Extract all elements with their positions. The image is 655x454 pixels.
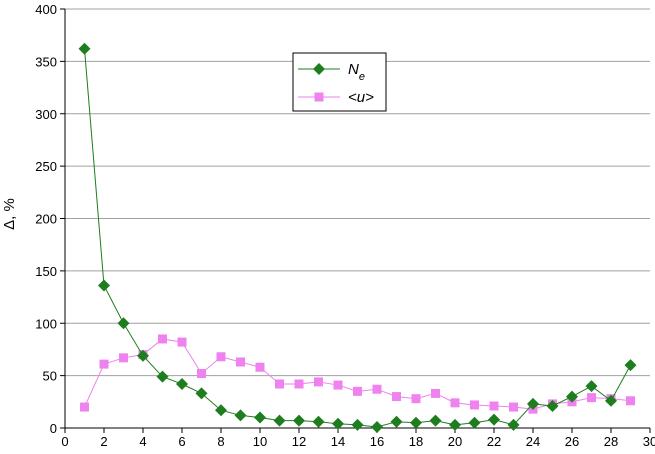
data-point: [585, 380, 598, 393]
x-tick-label: 8: [217, 434, 224, 449]
data-point: [158, 334, 167, 344]
data-point: [449, 418, 461, 431]
y-tick-label: 0: [50, 421, 57, 436]
y-tick-label: 400: [35, 2, 57, 17]
x-tick-label: 26: [565, 434, 579, 449]
data-point: [431, 388, 440, 398]
data-point: [390, 415, 403, 428]
data-point: [234, 409, 247, 422]
legend-item: <u>: [298, 89, 374, 106]
x-tick-label: 28: [604, 434, 618, 449]
series-line: [84, 338, 631, 410]
x-tick-label: 22: [487, 434, 501, 449]
data-point: [99, 359, 109, 369]
x-tick-label: 2: [100, 434, 107, 449]
data-point: [176, 378, 188, 391]
data-point: [351, 418, 364, 431]
x-tick-label: 20: [448, 434, 462, 449]
data-point: [236, 357, 245, 367]
data-point: [489, 401, 499, 411]
data-point: [314, 377, 323, 387]
data-point: [156, 370, 169, 383]
data-point: [275, 379, 284, 389]
y-tick-label: 50: [43, 369, 57, 384]
legend-marker: [313, 63, 325, 75]
data-point: [410, 416, 422, 429]
data-point: [470, 400, 479, 410]
x-tick-label: 30: [643, 434, 655, 449]
data-point: [255, 362, 265, 372]
y-tick-label: 150: [35, 264, 57, 279]
data-point: [509, 402, 518, 412]
x-tick-label: 4: [139, 434, 146, 449]
data-point: [626, 396, 635, 406]
x-tick-label: 18: [409, 434, 423, 449]
data-point: [411, 394, 421, 404]
y-tick-label: 250: [35, 159, 57, 174]
data-point: [587, 393, 596, 403]
data-point: [273, 414, 286, 427]
data-point: [119, 353, 128, 363]
x-tick-labels: 0 2 4 6 8 10 12 14 16 18 20 22 24 26 28 30: [61, 434, 655, 449]
data-point: [98, 279, 110, 292]
legend-marker: [314, 92, 324, 102]
x-tick-label: 12: [292, 434, 306, 449]
data-point: [78, 42, 91, 55]
data-point: [293, 414, 305, 427]
data-point: [372, 384, 382, 394]
data-point: [215, 404, 227, 417]
data-point: [392, 392, 401, 402]
data-point: [195, 387, 208, 400]
data-point: [605, 394, 617, 407]
y-tick-labels: 0 50 100 150 200 250 300 350 400: [35, 2, 57, 436]
data-point: [294, 379, 304, 389]
data-point: [312, 415, 325, 428]
y-axis-label: Δ, %: [1, 198, 18, 230]
data-point: [450, 398, 460, 408]
data-point: [488, 413, 500, 426]
y-tick-label: 100: [35, 316, 57, 331]
y-tick-label: 350: [35, 54, 57, 69]
legend: Ne<u>: [292, 52, 387, 112]
data-point: [507, 418, 520, 431]
data-point: [197, 369, 206, 379]
y-tick-label: 300: [35, 107, 57, 122]
data-point: [527, 397, 539, 410]
data-point: [333, 380, 343, 390]
series-group: [78, 42, 637, 433]
data-point: [468, 416, 481, 429]
data-point: [624, 359, 637, 372]
data-point: [429, 414, 442, 427]
x-tick-label: 16: [370, 434, 384, 449]
data-point: [216, 352, 226, 362]
x-tick-label: 24: [526, 434, 540, 449]
data-point: [80, 402, 89, 412]
series-ne: [78, 42, 637, 433]
x-tick-label: 14: [331, 434, 345, 449]
data-point: [177, 337, 187, 347]
x-tick-label: 10: [253, 434, 267, 449]
x-tick-label: 6: [178, 434, 185, 449]
data-point: [332, 417, 344, 430]
data-point: [546, 400, 559, 413]
grid-lines: [65, 8, 650, 377]
legend-label: <u>: [348, 89, 374, 106]
data-point: [117, 317, 130, 330]
data-point: [353, 386, 362, 396]
data-point: [254, 411, 266, 424]
y-tick-label: 200: [35, 212, 57, 227]
data-point: [566, 390, 578, 403]
x-tick-label: 0: [61, 434, 68, 449]
legend-label-subscript: e: [359, 71, 365, 83]
data-point: [137, 349, 149, 362]
legend-box: [292, 52, 387, 112]
data-point: [371, 420, 383, 433]
